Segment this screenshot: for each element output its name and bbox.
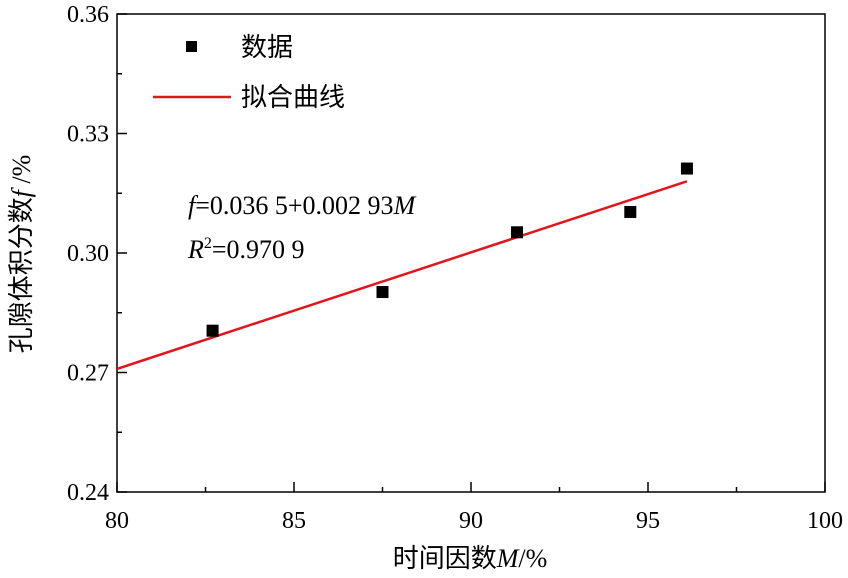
y-tick-label: 0.24 [67,480,109,506]
r2-superscript: 2 [204,235,212,252]
equation-var-f: f [188,191,199,220]
y-axis-title-unit: /% [7,155,36,190]
x-tick-label: 90 [459,508,483,534]
r2-value: =0.970 9 [212,235,305,264]
y-tick-label: 0.36 [67,2,109,28]
y-tick-label: 0.30 [67,241,109,267]
data-point [680,162,693,175]
r2-base: R [187,235,204,264]
y-axis-title-var: f [7,186,36,197]
axis-ticks [116,13,826,493]
data-point [511,226,524,239]
y-tick-label: 0.27 [67,361,109,387]
x-tick-label: 95 [636,508,660,534]
axis-tick-labels: 80 85 90 95 100 0.24 0.27 0.30 0.33 0.36 [67,2,843,534]
x-axis-title: 时间因数M/% [393,544,548,574]
x-tick-label: 100 [807,508,843,534]
fit-equation: f=0.036 5+0.002 93M [188,191,417,220]
equation-body: =0.036 5+0.002 93 [195,191,393,220]
x-axis-title-text: 时间因数 [393,544,497,574]
fit-line [116,180,688,371]
y-axis-title: 孔隙体积分数f /% [7,155,37,354]
data-points-series [206,162,693,337]
x-tick-label: 85 [282,508,306,534]
x-axis-title-unit: /% [518,544,547,573]
data-point [206,324,219,337]
fit-line-series [116,180,688,371]
legend-label-line: 拟合曲线 [241,83,345,113]
x-tick-label: 80 [105,508,129,534]
legend: 数据 拟合曲线 [153,33,345,113]
y-tick-label: 0.33 [67,122,109,148]
equation-var-m: M [393,191,417,220]
r-squared: R2=0.970 9 [187,235,305,264]
data-point [376,286,389,299]
legend-marker-square [186,41,197,52]
x-axis-title-var: M [496,544,520,573]
y-axis-title-text: 孔隙体积分数 [7,197,37,353]
legend-label-points: 数据 [241,33,293,63]
data-point [624,205,637,218]
